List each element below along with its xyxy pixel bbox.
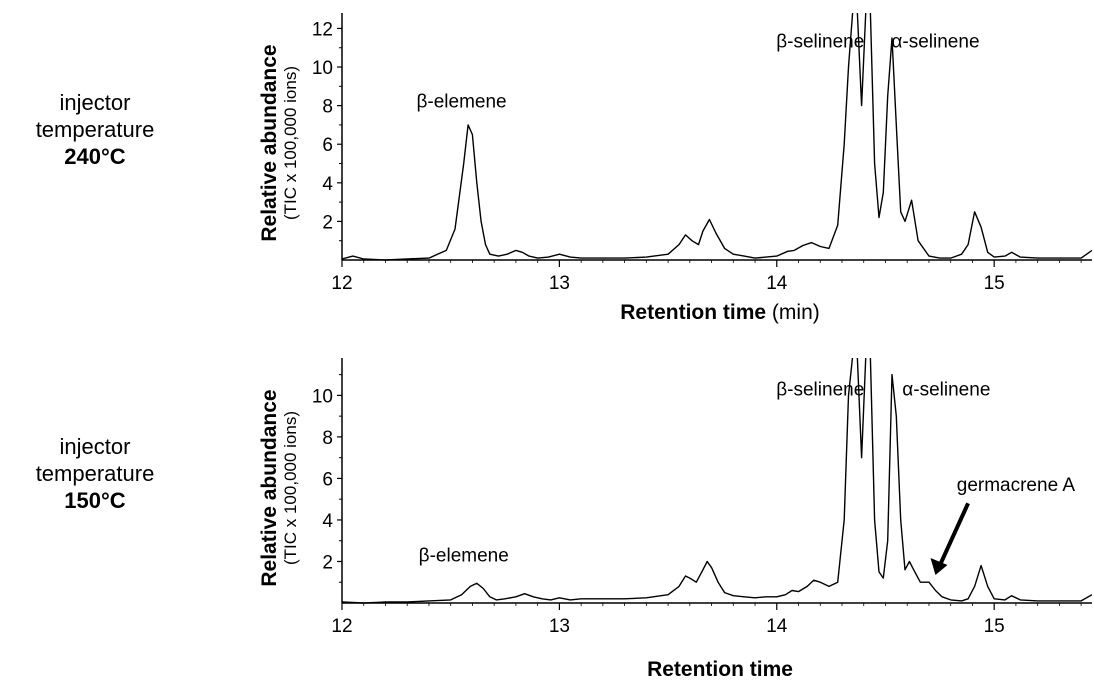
panel1-y-tick-label: 10 [312,58,333,79]
panel1-y-tick-label: 6 [322,135,333,156]
germacrene-arrow-head [930,557,948,575]
panel2-y-tick-label: 6 [322,469,333,490]
panel1-y-tick-label: 2 [322,212,333,233]
panel1-y-tick-label: 4 [322,174,333,195]
panel2-peak-annotation: β-selinene [776,379,864,400]
panel1-temperature-value: 240°C [64,144,126,169]
germacrene-arrow-shaft [938,502,970,565]
panel1-chromatogram-trace [342,13,1092,261]
panel2-peak-annotation: α-selinene [902,379,990,400]
panel1-x-tick-label: 12 [331,273,352,294]
panel1-x-axis-title: Retention time [620,301,767,324]
panel1-y-tick-label: 12 [312,19,333,40]
panel1-peak-annotation: β-selinene [776,32,864,53]
panel2-injector-line1: injector [59,434,131,459]
panel1-injector-line1: injector [59,90,131,115]
panel2-peak-annotation: germacrene A [957,475,1076,496]
panel1-x-tick-label: 14 [766,273,788,294]
panel2-chromatogram-trace [342,358,1092,604]
panel2-x-tick-label: 12 [331,616,352,637]
panel2-y-tick-label: 4 [322,511,333,532]
panel1-y-tick-label: 8 [322,97,333,118]
panel1-x-tick-label: 15 [984,273,1005,294]
panel1-x-axis-label: Retention time (min) [560,301,880,325]
panel2-temperature-value: 150°C [64,488,126,513]
panel2-injector-line2: temperature [35,461,155,486]
panel2-x-tick-label: 13 [549,616,570,637]
panel2-y-tick-label: 2 [322,552,333,573]
panel2-x-tick-label: 14 [766,616,788,637]
panel1-injector-line2: temperature [35,117,155,142]
panel1-peak-annotation: β-elemene [416,92,506,113]
panel1-injector-label: injector temperature 240°C [0,89,190,170]
panel2-x-axis-title: Retention time [647,658,793,681]
panel2-x-axis-label: Retention time [560,658,880,682]
panel2-y-tick-label: 10 [312,386,333,407]
panel1-x-axis-unit: (min) [766,301,820,324]
panel2-injector-label: injector temperature 150°C [0,433,190,514]
panel1-peak-annotation: α-selinene [891,32,979,53]
panel2-x-tick-label: 15 [984,616,1005,637]
panel2-peak-annotation: β-elemene [419,545,509,566]
panel1-x-tick-label: 13 [549,273,570,294]
panel2-y-tick-label: 8 [322,428,333,449]
